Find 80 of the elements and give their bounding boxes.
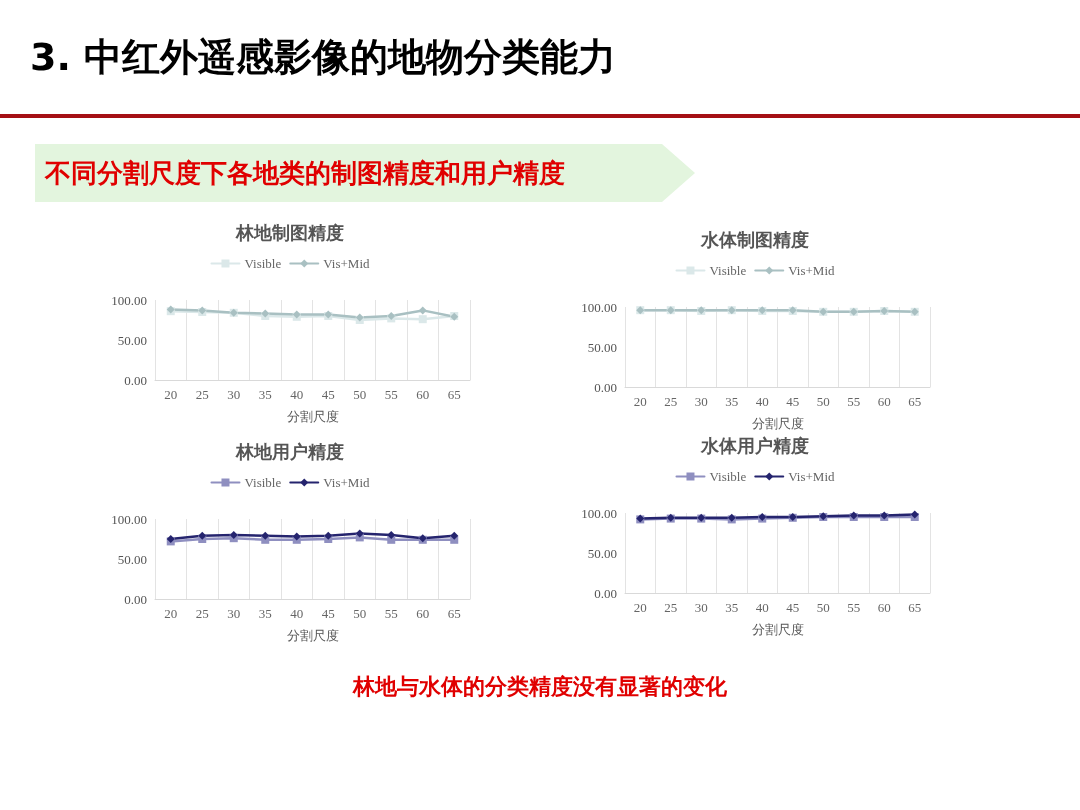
x-axis-title: 分割尺度 bbox=[286, 628, 339, 643]
x-tick-label: 50 bbox=[816, 394, 830, 409]
point bbox=[355, 529, 364, 538]
x-tick-label: 60 bbox=[877, 394, 891, 409]
point bbox=[261, 531, 270, 540]
x-tick-label: 55 bbox=[384, 606, 398, 621]
legend-label: Vis+Mid bbox=[788, 263, 836, 278]
x-tick-label: 60 bbox=[416, 606, 430, 621]
x-tick-label: 25 bbox=[664, 394, 678, 409]
x-tick-label: 45 bbox=[786, 394, 800, 409]
x-tick-label: 30 bbox=[694, 394, 708, 409]
y-tick-label: 50.00 bbox=[117, 332, 147, 348]
x-tick-label: 55 bbox=[847, 394, 861, 409]
legend-label: Vis+Mid bbox=[788, 469, 836, 484]
y-tick-label: 0.00 bbox=[124, 591, 147, 607]
point bbox=[450, 531, 459, 540]
y-tick-label: 100.00 bbox=[111, 511, 147, 527]
x-axis-title: 分割尺度 bbox=[751, 622, 804, 637]
x-tick-label: 30 bbox=[227, 606, 241, 621]
x-tick-label: 20 bbox=[164, 387, 178, 402]
y-tick-label: 100.00 bbox=[581, 299, 617, 315]
x-tick-label: 40 bbox=[290, 606, 304, 621]
point bbox=[418, 306, 427, 315]
y-tick-label: 100.00 bbox=[581, 505, 617, 521]
legend-label: Visible bbox=[244, 475, 282, 490]
y-tick-label: 100.00 bbox=[111, 292, 147, 308]
x-tick-label: 20 bbox=[164, 606, 178, 621]
x-tick-label: 60 bbox=[877, 600, 891, 615]
x-tick-label: 25 bbox=[195, 606, 209, 621]
x-tick-label: 35 bbox=[725, 600, 739, 615]
y-tick-label: 50.00 bbox=[587, 545, 617, 561]
text: 林地与水体的分类精度没有显著的变化 bbox=[351, 673, 728, 701]
x-tick-label: 55 bbox=[847, 600, 861, 615]
x-tick-label: 45 bbox=[786, 600, 800, 615]
y-tick-label: 0.00 bbox=[594, 585, 617, 601]
x-tick-label: 40 bbox=[755, 394, 769, 409]
x-tick-label: 65 bbox=[447, 387, 461, 402]
chart-title: 水体制图精度 bbox=[700, 228, 809, 250]
point bbox=[198, 531, 207, 540]
legend-label: Vis+Mid bbox=[323, 256, 371, 271]
x-tick-label: 30 bbox=[694, 600, 708, 615]
chart-title: 林地用户精度 bbox=[235, 440, 344, 462]
x-axis-title: 分割尺度 bbox=[286, 409, 339, 424]
chart-title: 林地制图精度 bbox=[235, 221, 344, 243]
legend-label: Visible bbox=[244, 256, 282, 271]
x-tick-label: 35 bbox=[258, 387, 272, 402]
x-tick-label: 40 bbox=[755, 600, 769, 615]
x-tick-label: 65 bbox=[447, 606, 461, 621]
y-tick-label: 50.00 bbox=[117, 551, 147, 567]
x-tick-label: 50 bbox=[816, 600, 830, 615]
x-tick-label: 20 bbox=[633, 600, 647, 615]
x-axis-title: 分割尺度 bbox=[751, 416, 804, 431]
y-tick-label: 50.00 bbox=[587, 339, 617, 355]
x-tick-label: 20 bbox=[633, 394, 647, 409]
point bbox=[229, 531, 238, 539]
point bbox=[418, 315, 427, 324]
y-tick-label: 0.00 bbox=[124, 372, 147, 388]
x-tick-label: 40 bbox=[290, 387, 304, 402]
text: 不同分割尺度下各地类的制图精度和用户精度 bbox=[45, 157, 565, 190]
x-tick-label: 25 bbox=[664, 600, 678, 615]
x-tick-label: 35 bbox=[258, 606, 272, 621]
x-tick-label: 55 bbox=[384, 387, 398, 402]
x-tick-label: 35 bbox=[725, 394, 739, 409]
legend-label: Visible bbox=[709, 469, 747, 484]
x-tick-label: 45 bbox=[321, 606, 335, 621]
x-tick-label: 65 bbox=[908, 600, 922, 615]
text: 3. 中红外遥感影像的地物分类能力 bbox=[30, 34, 617, 81]
point bbox=[387, 531, 396, 539]
x-tick-label: 25 bbox=[195, 387, 209, 402]
x-tick-label: 60 bbox=[416, 387, 430, 402]
legend-label: Visible bbox=[709, 263, 747, 278]
x-tick-label: 50 bbox=[353, 606, 367, 621]
y-tick-label: 0.00 bbox=[594, 379, 617, 395]
x-tick-label: 45 bbox=[321, 387, 335, 402]
legend-label: Vis+Mid bbox=[323, 475, 371, 490]
x-tick-label: 30 bbox=[227, 387, 241, 402]
x-tick-label: 65 bbox=[908, 394, 922, 409]
point bbox=[324, 531, 333, 540]
chart-title: 水体用户精度 bbox=[700, 434, 809, 456]
x-tick-label: 50 bbox=[353, 387, 367, 402]
